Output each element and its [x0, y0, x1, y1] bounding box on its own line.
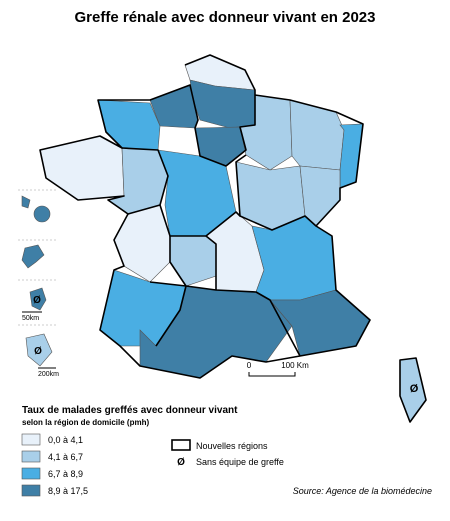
legend-swatch — [21, 433, 41, 446]
inset-scale: 50km — [22, 315, 39, 322]
legend-label: 6,7 à 8,9 — [48, 469, 83, 479]
new-region-border — [149, 281, 187, 347]
scale: 0 100 Km — [247, 361, 309, 377]
new-region-border — [399, 357, 427, 423]
region — [251, 215, 337, 301]
metropole-map: Ø — [39, 54, 427, 423]
no-team-symbol: Ø — [410, 383, 419, 395]
region — [113, 204, 171, 283]
legend-swatch — [171, 439, 191, 451]
region — [169, 235, 217, 287]
map-title: Greffe rénale avec donneur vivant en 202… — [75, 9, 376, 26]
legend: Taux de malades greffés avec donneur viv… — [21, 405, 284, 497]
new-region-border — [121, 147, 247, 237]
region — [39, 135, 125, 201]
scale-label: 0 — [247, 361, 252, 370]
source: Source: Agence de la biomédecine — [293, 486, 432, 496]
legend-label: 0,0 à 4,1 — [48, 435, 83, 445]
region — [21, 244, 45, 269]
legend-title: Taux de malades greffés avec donneur viv… — [22, 405, 238, 416]
legend-swatch — [21, 450, 41, 463]
legend-subtitle: selon la région de domicile (pmh) — [22, 418, 149, 427]
region — [25, 333, 53, 367]
legend-swatch — [21, 467, 41, 480]
region — [21, 195, 31, 209]
no-team-symbol: Ø — [177, 457, 185, 468]
region — [29, 287, 47, 311]
legend-label: 8,9 à 17,5 — [48, 486, 88, 496]
new-region-border — [239, 215, 317, 231]
overseas-insets: Ø 50km Ø 200km — [18, 189, 59, 378]
no-team-symbol: Ø — [34, 346, 42, 357]
scale-bar — [248, 372, 296, 377]
legend-classes: 0,0 à 4,1 4,1 à 6,7 6,7 à 8,9 8,9 à 17,5 — [21, 433, 88, 497]
legend-label: 4,1 à 6,7 — [48, 452, 83, 462]
scale-label: 100 Km — [281, 361, 309, 370]
region — [289, 99, 345, 171]
new-region-border — [127, 204, 161, 215]
region — [33, 205, 51, 223]
no-team-symbol: Ø — [33, 295, 41, 306]
legend-label: Nouvelles régions — [196, 441, 268, 451]
new-region-border — [205, 235, 217, 290]
legend-swatch — [21, 484, 41, 497]
legend-label: Sans équipe de greffe — [196, 457, 284, 467]
inset-scale: 200km — [38, 371, 59, 378]
